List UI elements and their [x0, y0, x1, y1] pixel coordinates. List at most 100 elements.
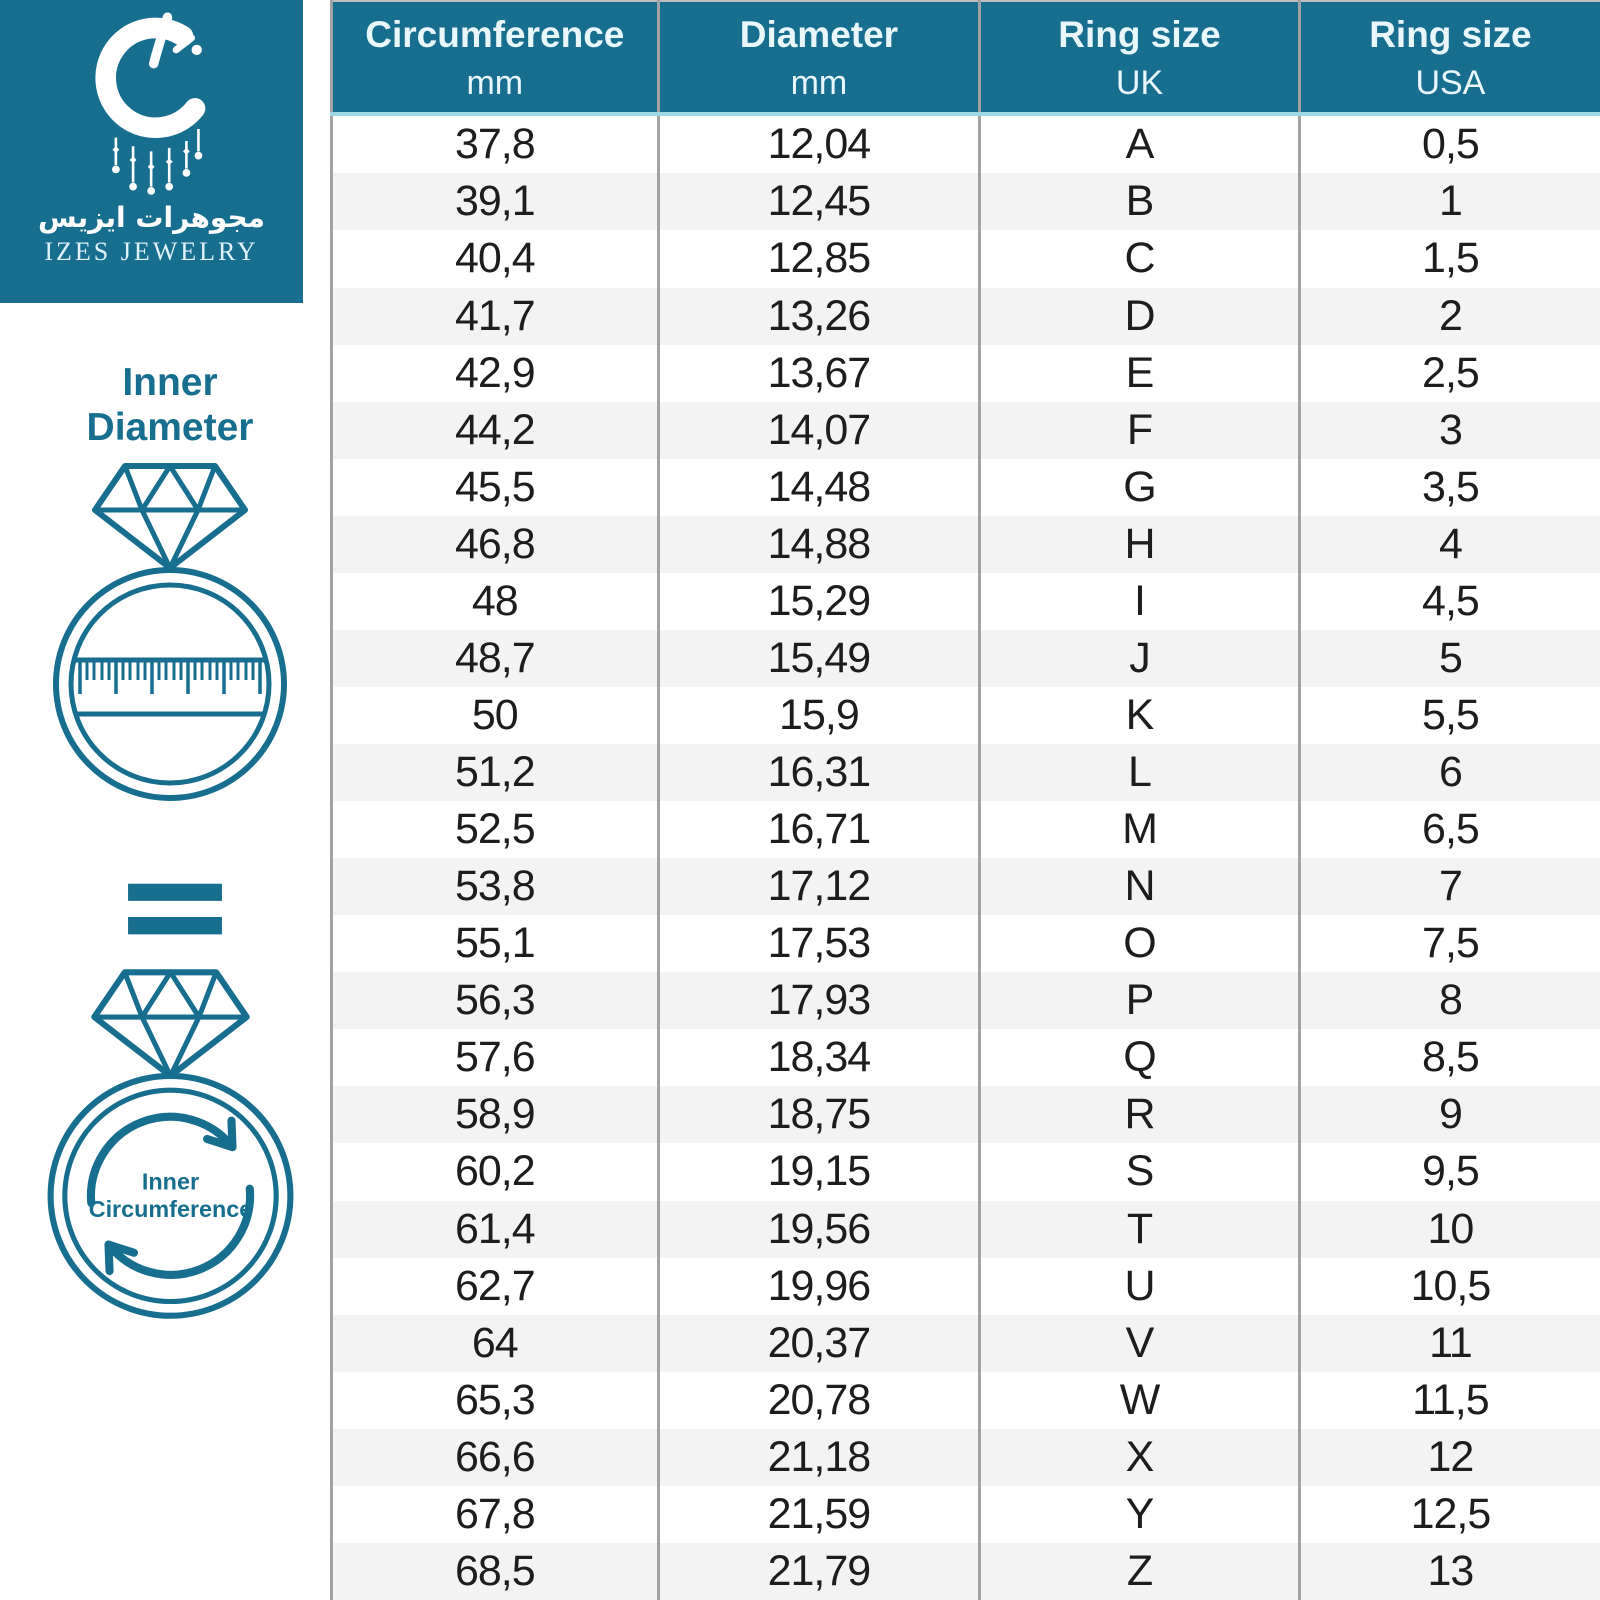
table-row: 48 15,29 I 4,5 [330, 572, 1600, 630]
inner-circumference-label-line1: Inner [142, 1169, 199, 1195]
cell-ring-size-usa: 11,5 [1297, 1371, 1600, 1429]
table-row: 60,2 19,15 S 9,5 [330, 1143, 1600, 1201]
cell-circumference-mm: 56,3 [330, 972, 659, 1030]
cell-circumference-mm: 55,1 [330, 915, 659, 973]
cell-ring-size-usa: 3,5 [1297, 458, 1600, 516]
table-row: 52,5 16,71 M 6,5 [330, 801, 1600, 859]
inner-circumference-label-line2: Circumference [89, 1196, 253, 1222]
cell-diameter-mm: 14,07 [656, 401, 980, 459]
cell-ring-size-usa: 2 [1297, 287, 1600, 345]
table-row: 50 15,9 K 5,5 [330, 686, 1600, 745]
cell-circumference-mm: 42,9 [330, 344, 659, 402]
table-row: 41,7 13,26 D 2 [330, 287, 1600, 345]
cell-circumference-mm: 40,4 [330, 230, 659, 288]
cell-ring-size-uk: W [978, 1371, 1300, 1429]
table-row: 62,7 19,96 U 10,5 [330, 1257, 1600, 1315]
cell-diameter-mm: 19,96 [656, 1257, 980, 1315]
cell-ring-size-usa: 8,5 [1297, 1029, 1600, 1087]
column-unit: UK [1115, 63, 1164, 102]
table-row: 46,8 14,88 H 4 [330, 515, 1600, 573]
column-header-circumference: Circumference mm [330, 0, 659, 116]
column-unit: mm [790, 63, 848, 102]
column-label: Circumference [365, 14, 625, 56]
column-unit: mm [466, 63, 524, 102]
inner-diameter-label-line1: Inner [122, 361, 218, 404]
cell-ring-size-uk: K [978, 686, 1300, 745]
cell-diameter-mm: 12,45 [656, 173, 980, 231]
cell-ring-size-usa: 5,5 [1297, 686, 1600, 745]
column-label: Ring size [1369, 14, 1532, 56]
cell-circumference-mm: 37,8 [330, 114, 659, 174]
table-row: 64 20,37 V 11 [330, 1314, 1600, 1372]
cell-circumference-mm: 50 [330, 686, 659, 745]
cell-diameter-mm: 15,9 [656, 686, 980, 745]
table-body: 37,8 12,04 A 0,5 39,1 12,45 B 1 40,4 12,85 C 1,5 41,… [330, 114, 1600, 1600]
cell-ring-size-usa: 4,5 [1297, 572, 1600, 630]
table-row: 56,3 17,93 P 8 [330, 972, 1600, 1030]
cell-circumference-mm: 53,8 [330, 858, 659, 916]
cell-circumference-mm: 44,2 [330, 401, 659, 459]
column-header-ring-size-usa: Ring size USA [1297, 0, 1600, 116]
cell-circumference-mm: 68,5 [330, 1542, 659, 1600]
cell-circumference-mm: 41,7 [330, 287, 659, 345]
inner-diameter-label-line2: Diameter [86, 406, 254, 450]
brand-logo-box: مجوهرات ايزيس IZES JEWELRY [0, 0, 303, 303]
cell-diameter-mm: 13,26 [656, 287, 980, 345]
table-row: 68,5 21,79 Z 13 [330, 1542, 1600, 1600]
cell-circumference-mm: 61,4 [330, 1200, 659, 1258]
cell-ring-size-uk: T [978, 1200, 1300, 1258]
table-row: 42,9 13,67 E 2,5 [330, 344, 1600, 402]
ring-size-table: Circumference mm Diameter mm Ring size U… [330, 0, 1600, 1600]
inner-diameter-label: Inner Diameter [0, 360, 340, 450]
cell-diameter-mm: 20,78 [656, 1371, 980, 1429]
cell-ring-size-uk: C [978, 230, 1300, 288]
cell-ring-size-usa: 9,5 [1297, 1143, 1600, 1201]
cell-ring-size-usa: 1 [1297, 173, 1600, 231]
cell-ring-size-uk: P [978, 972, 1300, 1030]
cell-ring-size-usa: 12 [1297, 1428, 1600, 1486]
ring-inner-diameter-icon [53, 463, 287, 801]
cell-circumference-mm: 48,7 [330, 629, 659, 687]
cell-circumference-mm: 52,5 [330, 801, 659, 859]
cell-ring-size-uk: X [978, 1428, 1300, 1486]
brand-calligraphy-icon [94, 12, 205, 195]
cell-ring-size-uk: Y [978, 1485, 1300, 1543]
table-row: 48,7 15,49 J 5 [330, 629, 1600, 687]
column-unit: USA [1415, 63, 1486, 102]
cell-ring-size-uk: N [978, 858, 1300, 916]
cell-circumference-mm: 46,8 [330, 515, 659, 573]
cell-diameter-mm: 19,15 [656, 1143, 980, 1201]
cell-ring-size-usa: 1,5 [1297, 230, 1600, 288]
cell-ring-size-usa: 7,5 [1297, 915, 1600, 973]
cell-ring-size-usa: 0,5 [1297, 114, 1600, 174]
cell-ring-size-uk: O [978, 915, 1300, 973]
cell-diameter-mm: 12,85 [656, 230, 980, 288]
cell-diameter-mm: 21,59 [656, 1485, 980, 1543]
column-header-ring-size-uk: Ring size UK [978, 0, 1300, 116]
cell-ring-size-usa: 3 [1297, 401, 1600, 459]
cell-ring-size-uk: M [978, 801, 1300, 859]
cell-diameter-mm: 15,49 [656, 629, 980, 687]
cell-ring-size-usa: 4 [1297, 515, 1600, 573]
cell-diameter-mm: 21,79 [656, 1542, 980, 1600]
cell-ring-size-uk: Z [978, 1542, 1300, 1600]
table-row: 53,8 17,12 N 7 [330, 858, 1600, 916]
cell-diameter-mm: 16,31 [656, 744, 980, 802]
column-header-diameter: Diameter mm [656, 0, 980, 116]
cell-ring-size-uk: G [978, 458, 1300, 516]
cell-ring-size-usa: 8 [1297, 972, 1600, 1030]
cell-ring-size-uk: F [978, 401, 1300, 459]
table-row: 67,8 21,59 Y 12,5 [330, 1485, 1600, 1543]
cell-diameter-mm: 13,67 [656, 344, 980, 402]
cell-circumference-mm: 62,7 [330, 1257, 659, 1315]
cell-ring-size-usa: 6 [1297, 744, 1600, 802]
cell-ring-size-uk: B [978, 173, 1300, 231]
cell-diameter-mm: 17,53 [656, 915, 980, 973]
cell-diameter-mm: 16,71 [656, 801, 980, 859]
cell-diameter-mm: 18,75 [656, 1086, 980, 1144]
cell-diameter-mm: 19,56 [656, 1200, 980, 1258]
cell-diameter-mm: 17,93 [656, 972, 980, 1030]
cell-diameter-mm: 21,18 [656, 1428, 980, 1486]
cell-ring-size-usa: 10,5 [1297, 1257, 1600, 1315]
